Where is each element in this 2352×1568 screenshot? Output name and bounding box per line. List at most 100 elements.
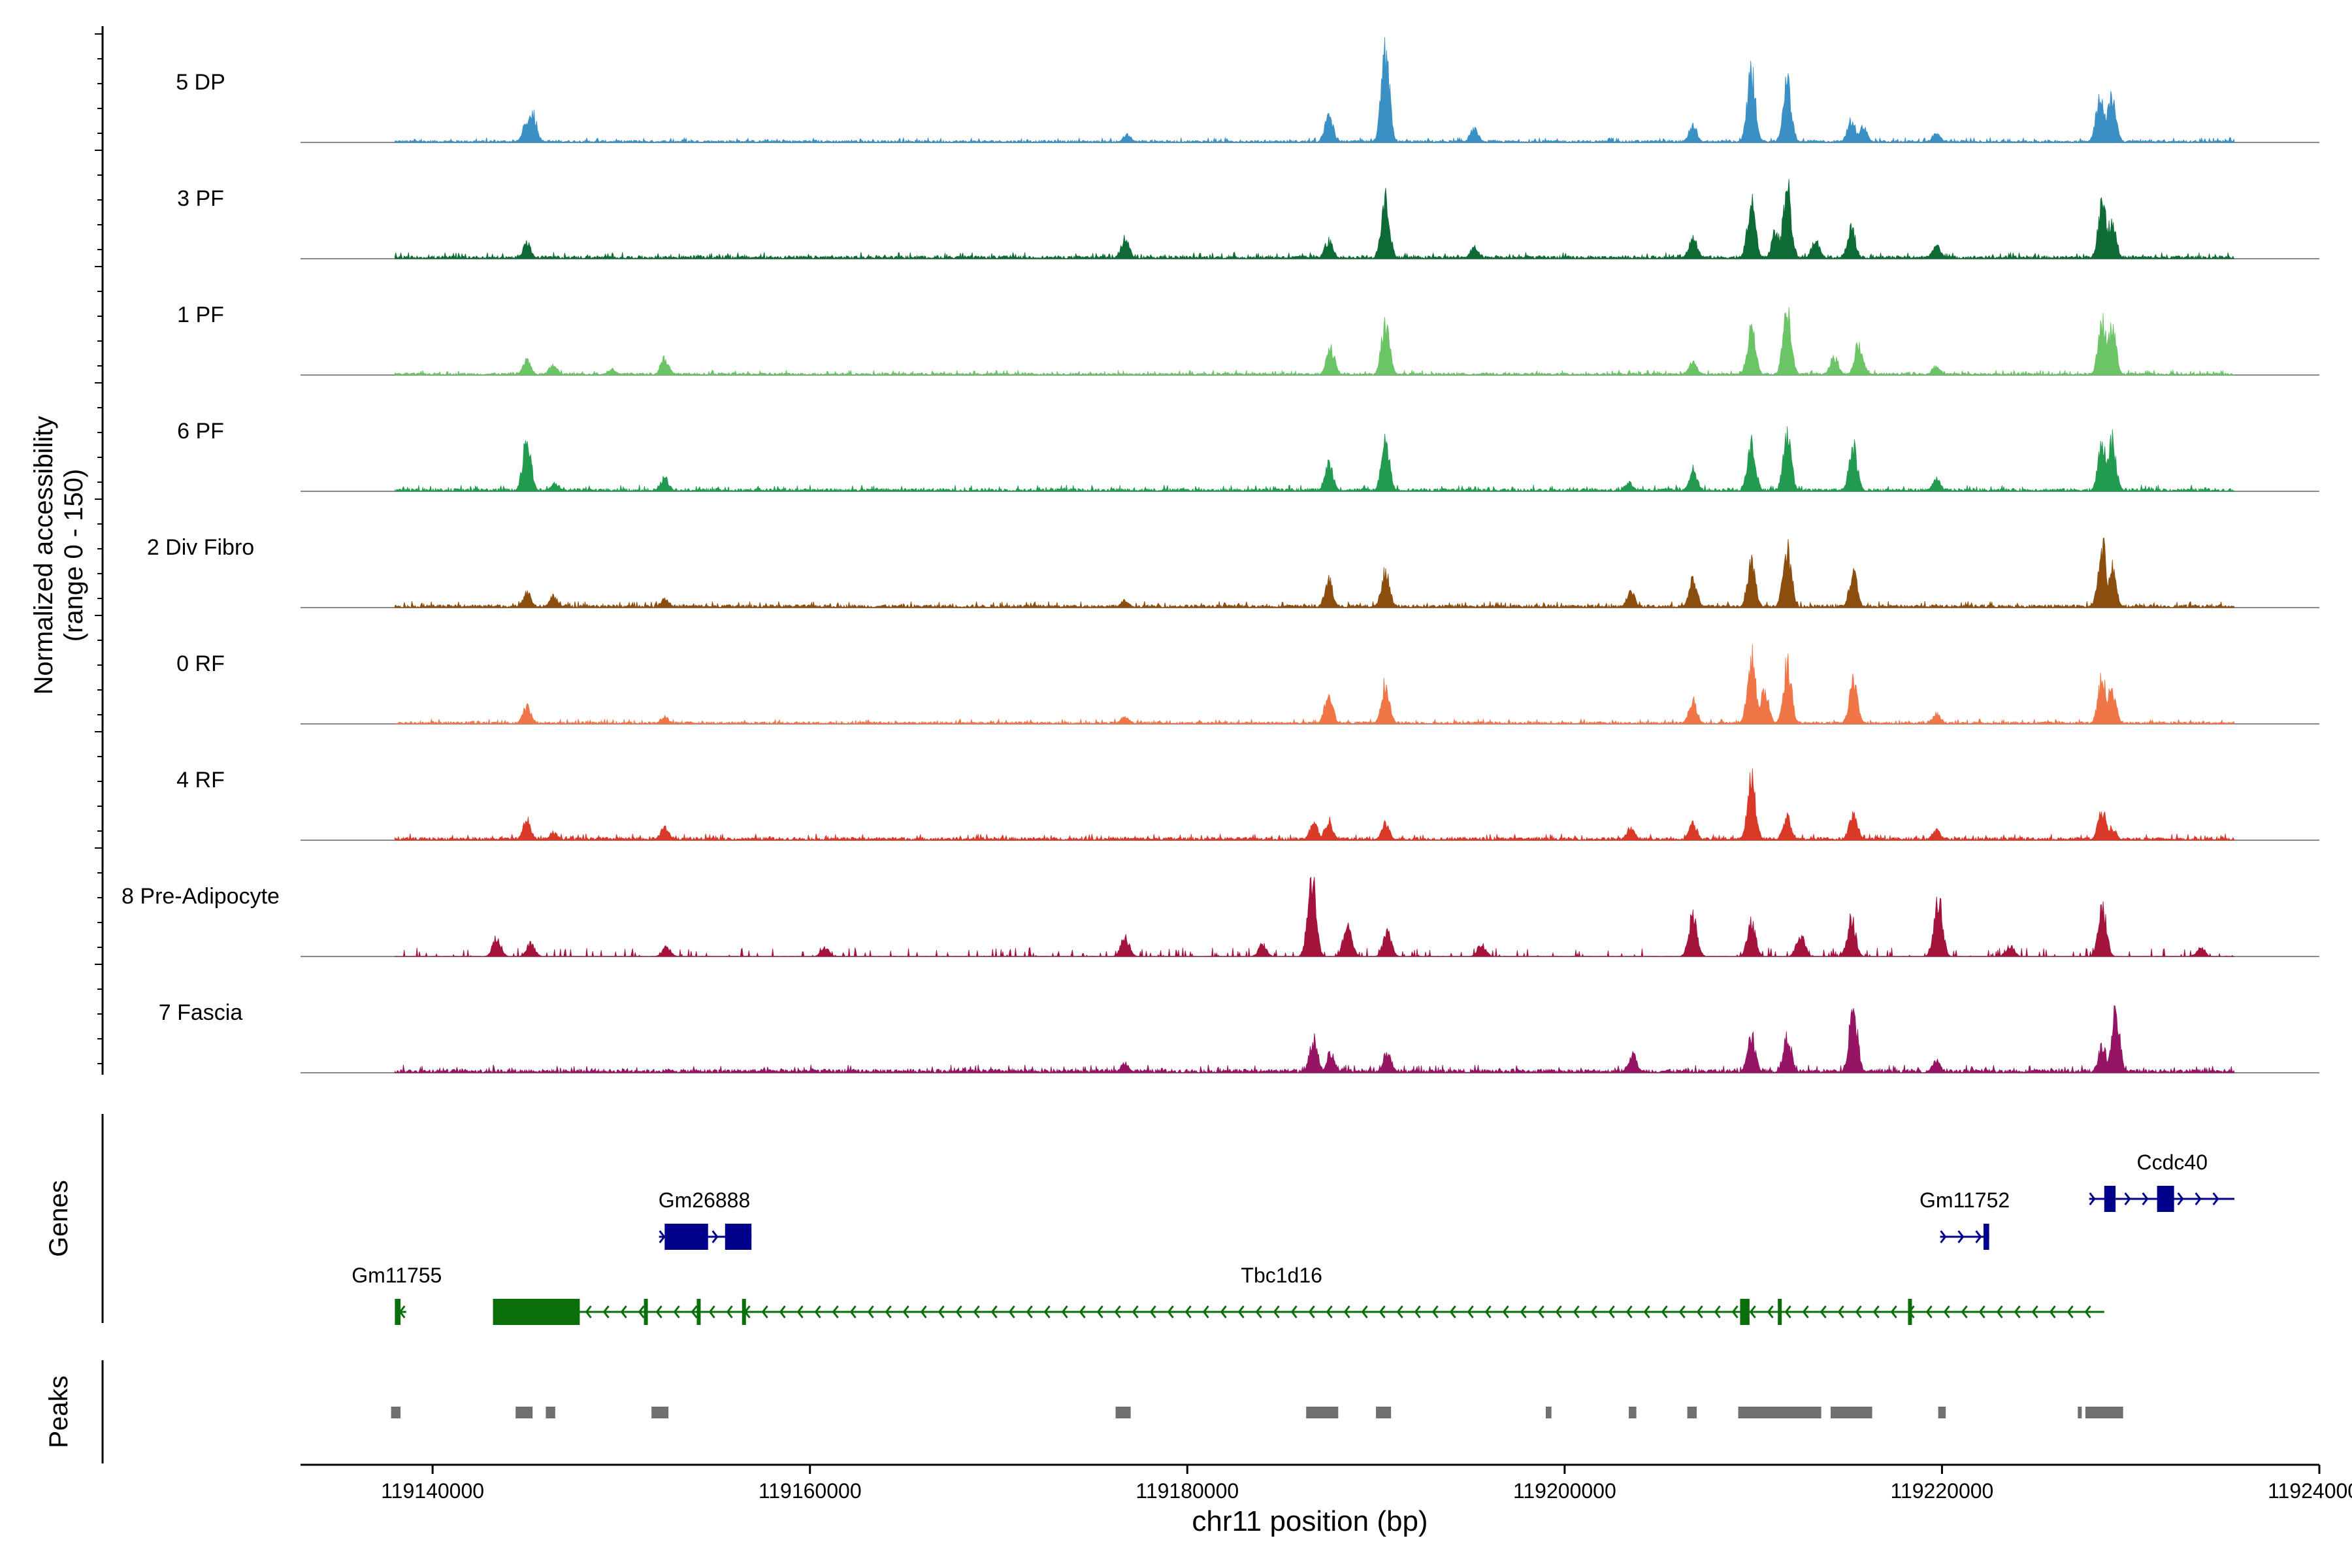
peak-region: [515, 1407, 533, 1418]
track-coverage-area: [395, 179, 2235, 260]
strand-arrow: [796, 1305, 804, 1318]
peak-region: [651, 1407, 669, 1418]
strand-arrow: [1414, 1305, 1421, 1318]
x-tick-label: 119140000: [381, 1479, 484, 1503]
strand-arrow: [1731, 1305, 1739, 1318]
strand-arrow: [1379, 1305, 1386, 1318]
gene-label: Tbc1d16: [1241, 1264, 1322, 1287]
peak-region: [1687, 1407, 1697, 1418]
strand-arrow: [2031, 1305, 2038, 1318]
strand-arrow: [1643, 1305, 1650, 1318]
strand-arrow: [711, 1230, 719, 1243]
strand-arrow: [708, 1305, 715, 1318]
exon: [725, 1224, 752, 1250]
strand-arrow: [902, 1305, 909, 1318]
strand-arrow: [1326, 1305, 1333, 1318]
strand-arrow: [1820, 1305, 1827, 1318]
strand-arrow: [1184, 1305, 1192, 1318]
exon: [2157, 1186, 2174, 1212]
peak-region: [546, 1407, 555, 1418]
strand-arrow: [1202, 1305, 1209, 1318]
strand-arrow: [1449, 1305, 1456, 1318]
gene-ccdc40: Ccdc40: [2089, 1151, 2235, 1212]
strand-arrow: [1975, 1230, 1982, 1243]
strand-arrow: [1290, 1305, 1298, 1318]
exon: [664, 1224, 708, 1250]
strand-arrow: [1855, 1305, 1862, 1318]
strand-arrow: [1255, 1305, 1262, 1318]
track-label: 4 RF: [176, 768, 225, 792]
strand-arrow: [691, 1305, 698, 1318]
peak-region: [1938, 1407, 1946, 1418]
strand-arrow: [1061, 1305, 1068, 1318]
strand-arrow: [585, 1305, 592, 1318]
strand-arrow: [1043, 1305, 1051, 1318]
track-coverage-area: [395, 1005, 2235, 1074]
peaks-label: Peaks: [44, 1375, 73, 1448]
x-axis-ticks: 119140000 119160000 119180000 119200000 1192…: [381, 1465, 2352, 1503]
strand-arrow: [1396, 1305, 1403, 1318]
strand-arrow: [1872, 1305, 1880, 1318]
peak-region: [1629, 1407, 1637, 1418]
track-coverage-area: [395, 307, 2235, 376]
exon: [1908, 1299, 1912, 1325]
strand-arrow: [990, 1305, 998, 1318]
strand-arrow: [1484, 1305, 1492, 1318]
strand-arrow: [1661, 1305, 1668, 1318]
track-label: 6 PF: [177, 419, 224, 444]
strand-arrow: [1026, 1305, 1033, 1318]
strand-arrow: [655, 1305, 662, 1318]
strand-arrow: [726, 1305, 733, 1318]
track-7-fascia: 7 Fascia: [159, 1000, 2319, 1074]
strand-arrow: [1940, 1230, 1947, 1243]
peak-region: [1831, 1407, 1872, 1418]
strand-arrow: [814, 1305, 821, 1318]
track-label: 8 Pre-Adipocyte: [122, 884, 280, 909]
track-3-pf: 3 PF: [177, 179, 2319, 260]
exon: [395, 1299, 401, 1325]
strand-arrow: [1502, 1305, 1509, 1318]
exon: [1778, 1299, 1782, 1325]
exon: [493, 1299, 580, 1325]
track-2-div-fibro: 2 Div Fibro: [147, 535, 2319, 609]
coverage-tracks: 5 DP 3 PF 1 PF 6 PF 2 Div Fibro 0 RF 4 RF 8 Pre…: [122, 37, 2319, 1074]
strand-arrow: [1978, 1305, 1985, 1318]
strand-arrow: [885, 1305, 892, 1318]
x-tick-label: 119240000: [2268, 1479, 2352, 1503]
strand-arrow: [2066, 1305, 2074, 1318]
strand-arrow: [1308, 1305, 1315, 1318]
strand-arrow: [1784, 1305, 1791, 1318]
strand-arrow: [1837, 1305, 1844, 1318]
track-0-rf: 0 RF: [176, 644, 2319, 725]
strand-arrow: [2177, 1192, 2184, 1205]
peak-region: [1306, 1407, 1339, 1418]
strand-arrow: [1590, 1305, 1597, 1318]
y-axis-range-label: (range 0 - 150): [59, 469, 88, 642]
gene-annotations: Gm11755 Gm26888 Tbc1d16 Gm11752 Ccdc40: [351, 1151, 2235, 1325]
track-6-pf: 6 PF: [177, 419, 2319, 493]
gene-gm11752: Gm11752: [1919, 1188, 2010, 1250]
strand-arrow: [1079, 1305, 1086, 1318]
strand-arrow: [1802, 1305, 1809, 1318]
strand-arrow: [2195, 1192, 2202, 1205]
x-tick-label: 119220000: [1891, 1479, 1994, 1503]
strand-arrow: [1957, 1230, 1965, 1243]
peak-region: [2085, 1407, 2123, 1418]
gene-tbc1d16: Tbc1d16: [493, 1264, 2104, 1325]
track-coverage-area: [395, 876, 2235, 958]
strand-arrow: [1167, 1305, 1174, 1318]
strand-arrow: [849, 1305, 857, 1318]
exon: [1740, 1299, 1750, 1325]
track-label: 3 PF: [177, 186, 224, 211]
strand-arrow: [2212, 1192, 2219, 1205]
strand-arrow: [1555, 1305, 1562, 1318]
strand-arrow: [2049, 1305, 2056, 1318]
track-label: 7 Fascia: [159, 1000, 243, 1025]
strand-arrow: [2014, 1305, 2021, 1318]
peak-regions: [391, 1407, 2123, 1418]
x-tick-label: 119200000: [1513, 1479, 1616, 1503]
track-4-rf: 4 RF: [176, 768, 2319, 841]
strand-arrow: [2084, 1305, 2091, 1318]
strand-arrow: [1467, 1305, 1474, 1318]
